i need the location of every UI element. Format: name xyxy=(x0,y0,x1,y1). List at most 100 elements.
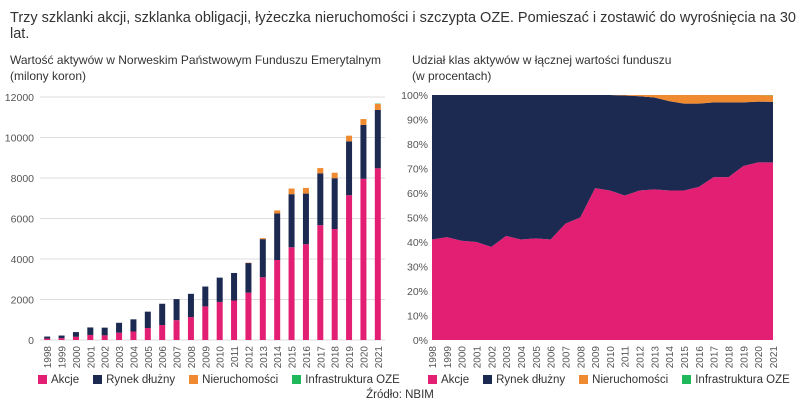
bar-akcje xyxy=(159,325,166,340)
bar-akcje xyxy=(187,317,194,340)
x-tick-label: 2007 xyxy=(561,346,572,369)
bar-akcje xyxy=(360,178,367,340)
bar-akcje xyxy=(288,247,295,340)
bar-rynek-dłużny xyxy=(346,141,353,196)
x-tick-label: 2011 xyxy=(230,346,241,368)
left-title-line: Wartość aktywów w Norweskim Państwowym F… xyxy=(10,53,381,67)
y-tick-label: 10% xyxy=(407,311,428,323)
x-tick-label: 2012 xyxy=(636,346,647,369)
bar-akcje xyxy=(101,335,108,340)
x-tick-label: 2011 xyxy=(621,346,632,368)
right-chart-title: Udział klas aktywów w łącznej wartości f… xyxy=(412,52,671,84)
bar-akcje xyxy=(44,338,51,340)
legend-label: Rynek dłużny xyxy=(496,374,566,386)
legend-label: Akcje xyxy=(441,374,470,386)
bar-rynek-dłużny xyxy=(144,311,151,329)
bar-rynek-dłużny xyxy=(187,293,194,318)
y-tick-label: 0 xyxy=(28,335,34,347)
y-tick-label: 100% xyxy=(401,90,428,102)
bar-rynek-dłużny xyxy=(130,319,137,332)
x-tick-label: 2010 xyxy=(606,346,617,369)
bar-akcje xyxy=(274,260,281,340)
x-tick-label: 2017 xyxy=(710,346,721,369)
x-tick-label: 2008 xyxy=(576,346,587,369)
bar-nieruchomości xyxy=(317,168,324,174)
legend-label: Nieruchomości xyxy=(592,374,669,386)
x-tick-label: 2006 xyxy=(158,346,169,369)
x-tick-label: 2002 xyxy=(101,346,112,369)
bar-akcje xyxy=(302,244,309,340)
x-tick-label: 2010 xyxy=(216,346,227,369)
bar-rynek-dłużny xyxy=(231,272,238,301)
legend-label: Rynek dłużny xyxy=(106,374,176,386)
legend-label: Akcje xyxy=(51,374,80,386)
bar-rynek-dłużny xyxy=(202,286,209,307)
bar-rynek-dłużny xyxy=(173,299,180,321)
x-tick-label: 2000 xyxy=(458,346,469,369)
bar-rynek-dłużny xyxy=(274,213,281,261)
y-tick-label: 80% xyxy=(407,139,428,151)
x-tick-label: 2008 xyxy=(187,346,198,369)
right-subtitle: (w procentach) xyxy=(412,69,492,83)
bar-akcje xyxy=(144,328,151,340)
bar-akcje xyxy=(259,277,266,340)
legend-swatch xyxy=(428,375,437,385)
legend-swatch xyxy=(292,375,302,385)
x-tick-label: 2001 xyxy=(86,346,97,369)
bar-nieruchomości xyxy=(360,119,367,125)
y-tick-label: 0% xyxy=(413,335,428,347)
bar-akcje xyxy=(346,195,353,340)
bar-rynek-dłużny xyxy=(58,335,65,339)
bar-rynek-dłużny xyxy=(302,193,309,245)
bar-rynek-dłużny xyxy=(116,322,123,333)
bar-akcje xyxy=(231,300,238,340)
x-tick-label: 2009 xyxy=(591,346,602,369)
legend-item: Rynek dłużny xyxy=(483,374,565,386)
x-tick-label: 2004 xyxy=(517,346,528,369)
x-tick-label: 2013 xyxy=(259,346,270,369)
bar-akcje xyxy=(58,338,65,340)
bar-akcje xyxy=(202,306,209,340)
area-nieruchomości xyxy=(432,95,773,104)
x-tick-label: 2000 xyxy=(72,346,83,369)
x-tick-label: 2003 xyxy=(502,346,513,369)
y-tick-label: 8000 xyxy=(11,173,35,185)
x-tick-label: 2012 xyxy=(244,346,255,369)
bar-rynek-dłużny xyxy=(159,303,166,326)
bar-akcje xyxy=(245,292,252,340)
legend-item: Akcje xyxy=(428,374,469,386)
x-tick-label: 2009 xyxy=(201,346,212,369)
y-tick-label: 10000 xyxy=(5,133,34,145)
x-tick-label: 2003 xyxy=(115,346,126,369)
area-akcje xyxy=(432,162,773,340)
x-tick-label: 2016 xyxy=(695,346,706,369)
y-tick-label: 2000 xyxy=(11,295,35,307)
legend-swatch xyxy=(38,375,47,385)
legend-label: Infrastruktura OZE xyxy=(695,374,790,386)
x-tick-label: 2002 xyxy=(487,346,498,369)
bar-rynek-dłużny xyxy=(87,327,94,335)
left-legend: Akcje Rynek dłużny Nieruchomości Infrastruk… xyxy=(38,374,400,386)
bar-rynek-dłużny xyxy=(72,332,79,337)
bar-rynek-dłużny xyxy=(44,336,51,339)
x-tick-label: 2020 xyxy=(359,346,370,369)
area-rynek-dłużny xyxy=(432,95,773,247)
y-tick-label: 6000 xyxy=(11,214,35,226)
x-tick-label: 2005 xyxy=(532,346,543,369)
bar-rynek-dłużny xyxy=(360,124,367,179)
y-tick-label: 30% xyxy=(407,262,428,274)
x-tick-label: 2017 xyxy=(316,346,327,369)
x-tick-label: 2019 xyxy=(739,346,750,369)
x-tick-label: 1999 xyxy=(443,346,454,369)
x-tick-label: 2018 xyxy=(331,346,342,369)
legend-label: Infrastruktura OZE xyxy=(305,374,400,386)
legend-swatch xyxy=(483,375,493,385)
source-note: Źródło: NBIM xyxy=(366,389,434,401)
bar-rynek-dłużny xyxy=(317,173,324,226)
x-tick-label: 2018 xyxy=(725,346,736,369)
x-tick-label: 2016 xyxy=(302,346,313,369)
bar-nieruchomości xyxy=(274,210,281,214)
bar-rynek-dłużny xyxy=(288,194,295,248)
bar-rynek-dłużny xyxy=(331,178,338,230)
page-title: Trzy szklanki akcji, szklanka obligacji,… xyxy=(10,10,796,42)
